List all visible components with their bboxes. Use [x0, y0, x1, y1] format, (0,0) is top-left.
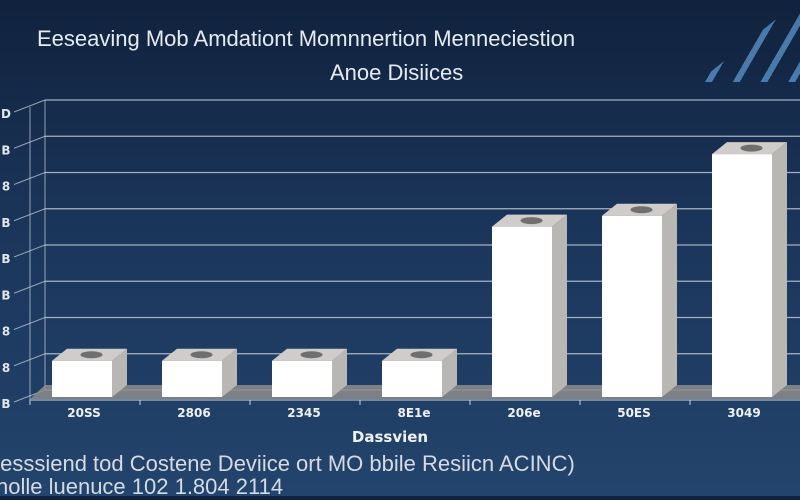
x-tick-label: 2806	[177, 406, 210, 420]
y-tick-label: D	[1, 107, 11, 121]
y-tick-label: B	[1, 252, 10, 266]
bar-side	[662, 203, 677, 397]
bar-top-cap	[740, 144, 763, 152]
bar-top-cap	[300, 351, 323, 359]
bar	[602, 203, 677, 397]
y-tick-label: B	[1, 288, 10, 302]
bar-front	[272, 360, 332, 397]
gridline-diagonal	[13, 172, 46, 185]
bar	[52, 348, 127, 397]
bar-side	[112, 348, 127, 397]
bar	[382, 348, 457, 397]
bar-side	[442, 348, 457, 397]
gridline-diagonal	[13, 317, 46, 330]
bar-side	[552, 214, 567, 397]
y-tick-label: B	[1, 143, 10, 157]
bar-front	[52, 360, 112, 397]
y-tick-label: 8	[2, 325, 10, 339]
y-tick-label: B	[1, 216, 10, 230]
bar	[162, 348, 237, 397]
bar-top-cap	[520, 217, 543, 225]
bar-front	[712, 154, 772, 397]
bar	[712, 142, 787, 397]
gridline-diagonal	[13, 244, 46, 258]
x-tick-label: 8E1e	[397, 406, 430, 420]
gridline-diagonal	[13, 135, 46, 149]
bar-top-cap	[190, 351, 213, 359]
y-tick-label: B	[1, 397, 10, 411]
x-tick-label: 20SS	[67, 406, 100, 420]
bar-front	[382, 360, 442, 397]
chart-subtitle: Anoe Disiices	[330, 60, 464, 85]
bar-front	[162, 360, 222, 397]
y-tick-label: 8	[2, 180, 10, 194]
bar-side	[332, 348, 347, 397]
x-tick-label: 3049	[727, 406, 760, 420]
gridline-diagonal	[13, 208, 46, 222]
x-tick-label: 206e	[507, 406, 540, 420]
bar	[272, 348, 347, 397]
bar-side	[222, 348, 237, 397]
bar-top-cap	[80, 351, 103, 359]
bar	[492, 214, 567, 397]
bar-front	[602, 215, 662, 397]
gridline-diagonal	[13, 280, 46, 294]
bar-top-cap	[410, 351, 433, 359]
gridline-diagonal	[13, 99, 46, 113]
x-tick-label: 50ES	[617, 406, 651, 420]
x-axis-label: Dassvien	[352, 428, 428, 446]
x-tick-label: 2345	[287, 406, 320, 420]
gridline-diagonal	[13, 353, 46, 367]
bar-front	[492, 226, 552, 397]
y-tick-label: 8	[2, 361, 10, 375]
bar-top-cap	[630, 206, 653, 214]
bar-side	[772, 142, 787, 397]
footer-line-1: tesssiend tod Costene Deviice ort MO bbi…	[0, 451, 575, 476]
footer-line-2: nolle luenuce 102 1.804 2114	[0, 474, 284, 499]
chart-title: Eeseaving Mob Amdationt Momnnertion Menn…	[37, 26, 576, 51]
